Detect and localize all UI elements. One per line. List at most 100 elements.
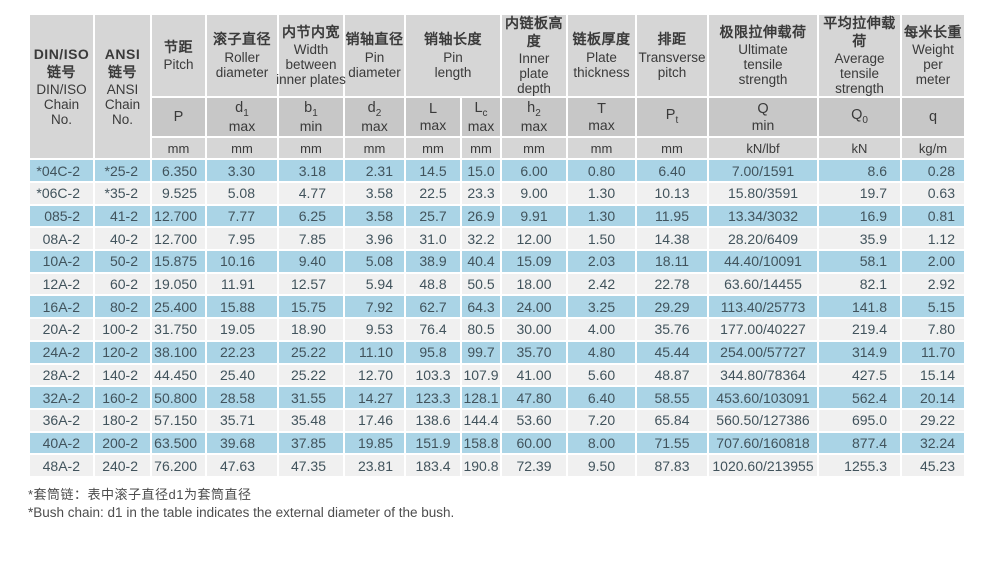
unit-cell: mm [150, 136, 207, 161]
column-header-en: Transverse pitch [638, 49, 706, 80]
data-cell: 80-2 [93, 294, 152, 320]
data-cell: 15.88 [205, 294, 279, 320]
column-header-cn: 平均拉伸载荷 [823, 15, 896, 49]
column-header-en: Average tensile strength [834, 51, 885, 97]
data-cell: 1.30 [566, 181, 637, 206]
footnote-en: *Bush chain: d1 in the table indicates t… [28, 504, 455, 520]
data-cell: 50-2 [93, 249, 152, 274]
data-cell: 6.25 [277, 203, 345, 229]
data-cell: 23.3 [460, 181, 502, 206]
data-cell: 45.23 [900, 453, 966, 478]
data-cell: 11.70 [900, 339, 966, 365]
data-cell: 38.9 [404, 249, 462, 274]
data-cell: 44.450 [150, 362, 207, 388]
data-cell: 14.38 [635, 226, 709, 252]
data-cell: 48.87 [635, 362, 709, 388]
data-cell: 18.00 [500, 271, 568, 297]
column-header-cn: 内链板高度 [505, 15, 563, 49]
data-cell: 25.22 [277, 362, 345, 388]
data-cell: 240-2 [93, 453, 152, 478]
table-row: 16A-2 80-2 25.400 15.88 15.75 7.92 62.7 64.3 24.… [28, 294, 966, 320]
table-head: DIN/ISO 链号 DIN/ISO Chain No. ANSI 链号 ANSI C… [28, 12, 966, 161]
data-cell: 3.18 [277, 158, 345, 184]
data-cell: 24A-2 [28, 339, 95, 365]
data-cell: 4.00 [566, 317, 637, 342]
data-cell: 9.40 [277, 249, 345, 274]
column-header-pin-diameter: 销轴直径 Pin diameter [343, 12, 406, 99]
data-cell: 200-2 [93, 430, 152, 456]
data-cell: 19.7 [817, 181, 902, 206]
data-cell: 32.2 [460, 226, 502, 252]
symbol-line2: max [588, 116, 615, 133]
symbol-line1: q [928, 108, 938, 125]
column-header-pitch: 节距 Pitch [150, 12, 207, 99]
unit-cell: kN [817, 136, 902, 161]
data-cell: 13.34/3032 [707, 203, 819, 229]
column-header-en: Roller diameter [215, 49, 269, 80]
data-cell: 15.09 [500, 249, 568, 274]
data-cell: 695.0 [817, 407, 902, 433]
header-row-names: DIN/ISO 链号 DIN/ISO Chain No. ANSI 链号 ANSI C… [28, 12, 966, 161]
data-cell: 35.48 [277, 407, 345, 433]
column-header-en: Pitch [163, 57, 194, 73]
data-cell: 19.050 [150, 271, 207, 297]
data-cell: 190.8 [460, 453, 502, 478]
data-cell: 63.60/14455 [707, 271, 819, 297]
table-row: *04C-2 *25-2 6.350 3.30 3.18 2.31 14.5 15.0 6.00… [28, 158, 966, 184]
symbol-sub: 2 [375, 107, 382, 119]
data-cell: 71.55 [635, 430, 709, 456]
symbol-line1: Q [757, 101, 769, 118]
data-cell: 7.95 [205, 226, 279, 252]
column-header-plate-thickness: 链板厚度 Plate thickness [566, 12, 637, 99]
data-cell: 18.90 [277, 317, 345, 342]
unit-cell: mm [343, 136, 406, 161]
symbol-sub: 1 [243, 107, 249, 119]
data-cell: 7.20 [566, 407, 637, 433]
column-header-width-between-inner-plates: 内节内宽 Width between inner plates [276, 12, 346, 99]
data-cell: 9.00 [500, 181, 568, 206]
data-cell: 1.12 [900, 226, 966, 252]
data-cell: 26.9 [460, 203, 502, 229]
data-cell: 0.63 [900, 181, 966, 206]
data-cell: 64.3 [460, 294, 502, 320]
symbol-line1: d2 [367, 100, 382, 119]
data-cell: 40A-2 [28, 430, 95, 456]
column-header-cn: 内节内宽 [282, 23, 340, 40]
data-cell: 9.91 [500, 203, 568, 229]
data-cell: 707.60/160818 [707, 430, 819, 456]
data-cell: 38.100 [150, 339, 207, 365]
data-cell: 53.60 [500, 407, 568, 433]
column-header-cn: 销轴直径 [345, 31, 404, 48]
chain-spec-table: DIN/ISO 链号 DIN/ISO Chain No. ANSI 链号 ANSI C… [28, 12, 966, 478]
column-header-en: Weight per meter [912, 42, 954, 88]
data-cell: 7.80 [900, 317, 966, 342]
unit-cell: kg/m [900, 136, 966, 161]
column-header-cn: DIN/ISO 链号 [33, 46, 90, 80]
data-cell: 19.85 [343, 430, 406, 456]
symbol-cell: d2 max [343, 96, 406, 139]
data-cell: 1.30 [566, 203, 637, 229]
data-cell: 80.5 [460, 317, 502, 342]
data-cell: 25.400 [150, 294, 207, 320]
table-row: 40A-2 200-2 63.500 39.68 37.85 19.85 151.9 158.… [28, 430, 966, 456]
data-cell: 113.40/25773 [707, 294, 819, 320]
data-cell: 63.500 [150, 430, 207, 456]
data-cell: 2.92 [900, 271, 966, 297]
data-cell: 10.16 [205, 249, 279, 274]
column-header-ansi-chain-no: ANSI 链号 ANSI Chain No. [93, 12, 152, 161]
symbol-line1: P [173, 108, 184, 125]
symbol-sub: c [482, 107, 488, 119]
data-cell: 28.20/6409 [707, 226, 819, 252]
table-row: 36A-2 180-2 57.150 35.71 35.48 17.46 138.6 144.… [28, 407, 966, 433]
data-cell: 20.14 [900, 385, 966, 410]
symbol-sub: 2 [535, 107, 541, 119]
symbol-line1: Q0 [851, 107, 868, 127]
data-cell: 17.46 [343, 407, 406, 433]
data-cell: 35.9 [817, 226, 902, 252]
data-cell: 138.6 [404, 407, 462, 433]
symbol-line1: L [428, 101, 438, 118]
data-cell: 1.50 [566, 226, 637, 252]
data-cell: 140-2 [93, 362, 152, 388]
data-cell: 60.00 [500, 430, 568, 456]
